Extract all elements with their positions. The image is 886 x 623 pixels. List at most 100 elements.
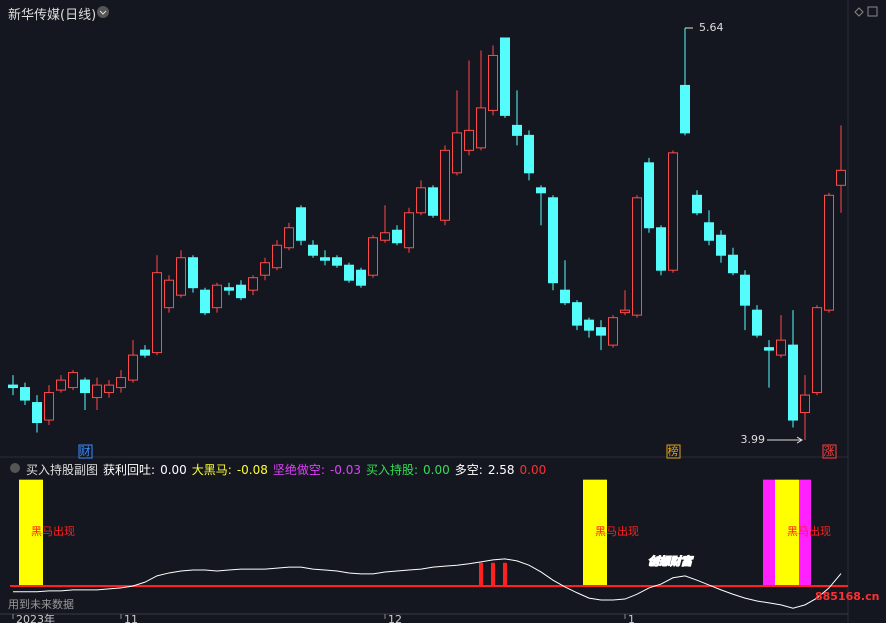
- candle-body: [512, 124, 522, 136]
- candle-body: [464, 129, 474, 151]
- candle-body: [236, 284, 246, 299]
- candle-body: [812, 307, 822, 394]
- event-tag-box: [78, 444, 93, 459]
- min-label: 3.99: [741, 433, 766, 446]
- legend-name: 获利回吐:: [103, 463, 156, 477]
- candle-body: [788, 344, 798, 421]
- event-tag: 涨: [824, 445, 835, 458]
- event-tag: 榜: [668, 444, 679, 458]
- diamond-icon[interactable]: [854, 7, 864, 17]
- candle-body: [320, 257, 330, 261]
- candle-body: [716, 234, 726, 256]
- candle-body: [32, 402, 42, 424]
- time-label: 2023年: [16, 612, 55, 623]
- candle-body: [500, 37, 510, 116]
- candle-body: [836, 169, 846, 186]
- candle-body: [380, 232, 390, 241]
- signal-bar: [479, 562, 483, 586]
- candle-body: [752, 309, 762, 336]
- indicator-icon[interactable]: [10, 463, 20, 473]
- candle-body: [188, 257, 198, 289]
- candle-body: [668, 152, 678, 271]
- yellow-bar: [775, 479, 787, 586]
- candle-body: [524, 134, 534, 174]
- long-short-line: [13, 558, 842, 609]
- candle-body: [392, 229, 402, 244]
- event-tag: 财: [80, 444, 91, 458]
- legend-value: 2.58: [487, 462, 515, 477]
- candle-body: [356, 269, 366, 286]
- candle-body: [284, 227, 294, 249]
- square-icon[interactable]: [867, 6, 878, 17]
- magenta-bar: [763, 479, 775, 586]
- future-data-note: 用到未来数据: [8, 597, 74, 611]
- candle-body: [92, 384, 102, 399]
- magenta-bar: [799, 479, 811, 586]
- candle-body: [608, 317, 618, 346]
- candle-body: [44, 392, 54, 421]
- candle-body: [428, 187, 438, 216]
- candle-body: [140, 349, 150, 356]
- signal-bar: [491, 562, 495, 586]
- title-bar: 新华传媒(日线): [8, 4, 96, 23]
- candle-body: [116, 377, 126, 389]
- candle-body: [248, 277, 258, 291]
- candle-body: [776, 339, 786, 356]
- zone-label: 黑马出现: [595, 524, 639, 538]
- candle-body: [68, 372, 78, 389]
- candle-body: [596, 327, 606, 336]
- candle-body: [200, 289, 210, 314]
- candle-body: [152, 272, 162, 354]
- candle-body: [368, 237, 378, 276]
- legend-name: 买入持股:: [366, 463, 419, 477]
- candle-body: [572, 302, 582, 326]
- candle-body: [488, 54, 498, 111]
- zone-label: 黑马出现: [31, 524, 75, 538]
- candle-body: [536, 187, 546, 194]
- candle-body: [20, 387, 30, 401]
- candle-body: [176, 257, 186, 296]
- candle-body: [344, 264, 354, 281]
- candle-body: [332, 257, 342, 266]
- candle-body: [104, 384, 114, 394]
- candle-body: [620, 309, 630, 314]
- candle-body: [632, 197, 642, 316]
- candle-body: [8, 384, 18, 389]
- candle-body: [260, 262, 270, 276]
- max-label: 5.64: [699, 21, 724, 34]
- watermark: 创想财富: [648, 555, 694, 568]
- zone-label: 黑马出现: [787, 524, 831, 538]
- candle-body: [128, 354, 138, 381]
- yellow-bar: [583, 479, 595, 586]
- event-tag-box: [822, 444, 837, 459]
- title: 新华传媒(日线): [8, 8, 97, 23]
- candle-body: [56, 379, 66, 391]
- time-label: 12: [388, 613, 402, 623]
- candle-body: [416, 187, 426, 214]
- menu-icon[interactable]: [97, 6, 109, 18]
- legend-value: 0.00: [160, 462, 187, 477]
- min-arrow-head: [796, 436, 803, 444]
- candle-body: [728, 254, 738, 274]
- candle-body: [692, 194, 702, 214]
- indicator-header: 买入持股副图 获利回吐: 0.00 大黑马: -0.08 坚绝做空: -0.03 买入持股: 0…: [26, 461, 546, 478]
- candle-body: [440, 149, 450, 221]
- time-label: 11: [124, 613, 138, 623]
- yellow-bar: [595, 479, 607, 586]
- candle-body: [740, 274, 750, 306]
- legend-name: 大黑马:: [191, 463, 232, 477]
- candle-body: [296, 207, 306, 241]
- candle-body: [824, 194, 834, 311]
- candle-body: [800, 394, 810, 414]
- candle-body: [584, 319, 594, 331]
- candle-body: [212, 284, 222, 309]
- candle-body: [680, 84, 690, 134]
- signal-bar: [503, 562, 507, 586]
- candle-body: [644, 162, 654, 229]
- legend-name: 坚绝做空:: [272, 463, 325, 477]
- yellow-bar: [31, 479, 43, 586]
- yellow-bar: [787, 479, 799, 586]
- candle-body: [308, 244, 318, 256]
